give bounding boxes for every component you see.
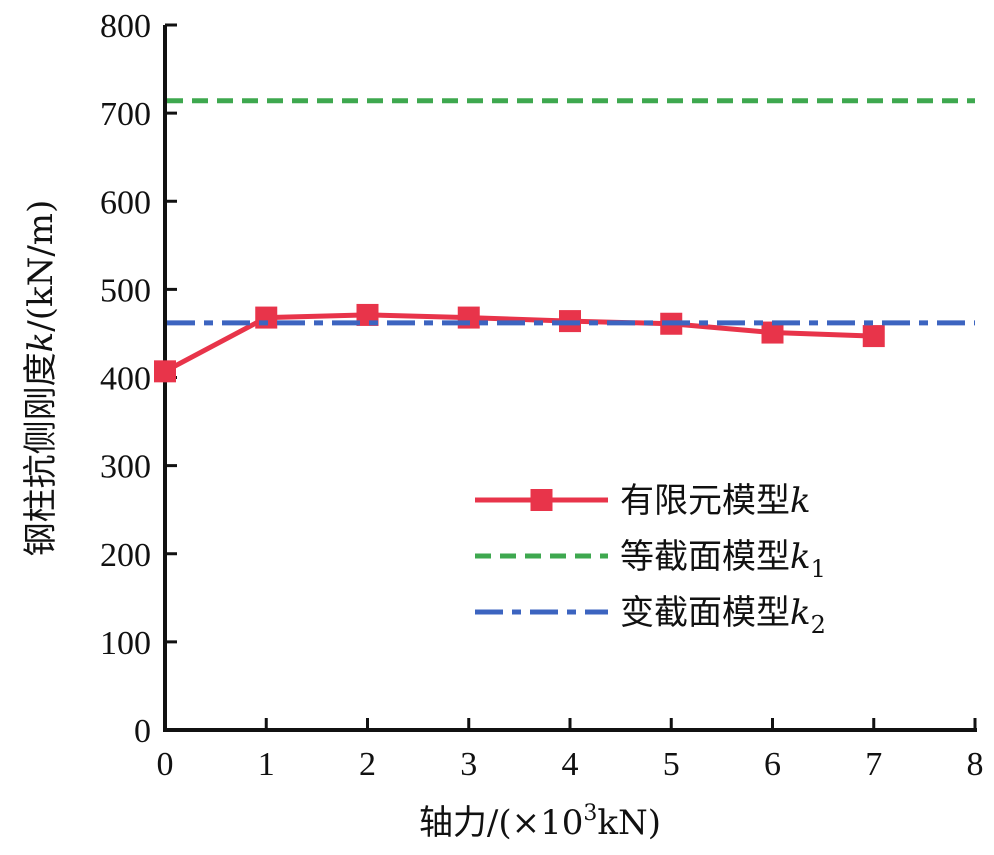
y-tick-label-300: 300 [100, 449, 151, 486]
series-layer [154, 98, 975, 383]
x-tick-label-3: 3 [460, 746, 477, 783]
x-tick-label-6: 6 [764, 746, 781, 783]
legend-label-3: 变截面模型k2 [620, 593, 826, 639]
legend-label-1: 有限元模型k [620, 481, 811, 521]
y-axis-title-main: 钢柱抗侧刚度 [21, 352, 61, 556]
x-tick-label-4: 4 [562, 746, 579, 783]
legend-label-text: 等截面模型 [620, 537, 790, 577]
x-tick-label-5: 5 [663, 746, 680, 783]
x-tick-label-7: 7 [865, 746, 882, 783]
legend-label-var: k [790, 537, 811, 577]
y-tick-label-200: 200 [100, 537, 151, 574]
y-axis-title-unit: /(kN/m) [21, 200, 61, 332]
y-axis-title-var: k [21, 332, 61, 353]
series-line-1 [163, 312, 874, 374]
data-point-0 [154, 360, 176, 383]
y-tick-label-400: 400 [100, 361, 151, 398]
x-axis-title-main: 轴力/(×10 [419, 803, 583, 843]
legend-marker-1 [530, 489, 553, 511]
x-axis-title-sup: 3 [583, 801, 597, 826]
tick-labels: 0 100 200 300 400 500 600 700 800 0 1 2 3 4 5 6 7 8 [100, 8, 984, 783]
data-point-6 [761, 321, 784, 344]
y-tick-label-700: 700 [100, 96, 151, 133]
legend-label-text: 变截面模型 [620, 593, 790, 633]
x-tick-label-1: 1 [258, 746, 275, 783]
legend-label-var: k [790, 593, 811, 633]
legend-label-2: 等截面模型k1 [620, 537, 826, 583]
y-tick-label-0: 0 [134, 713, 151, 750]
x-tick-label-2: 2 [359, 746, 376, 783]
x-tick-label-0: 0 [157, 746, 174, 783]
legend-label-sub: 1 [811, 555, 826, 583]
y-tick-label-800: 800 [100, 8, 151, 45]
y-tick-label-500: 500 [100, 272, 151, 309]
x-axis-title-unit: kN) [597, 803, 661, 843]
data-point-7 [862, 325, 885, 348]
legend-label-var: k [790, 481, 811, 521]
tick-marks [163, 23, 977, 732]
y-tick-label-100: 100 [100, 625, 151, 662]
legend-label-sub: 2 [811, 611, 826, 639]
x-axis-title: 轴力/(×103kN) [419, 801, 661, 843]
x-tick-label-8: 8 [967, 746, 984, 783]
axes [163, 25, 977, 732]
y-axis-title: 钢柱抗侧刚度k/(kN/m) [21, 200, 61, 557]
legend-label-text: 有限元模型 [620, 481, 790, 521]
y-tick-label-600: 600 [100, 184, 151, 221]
